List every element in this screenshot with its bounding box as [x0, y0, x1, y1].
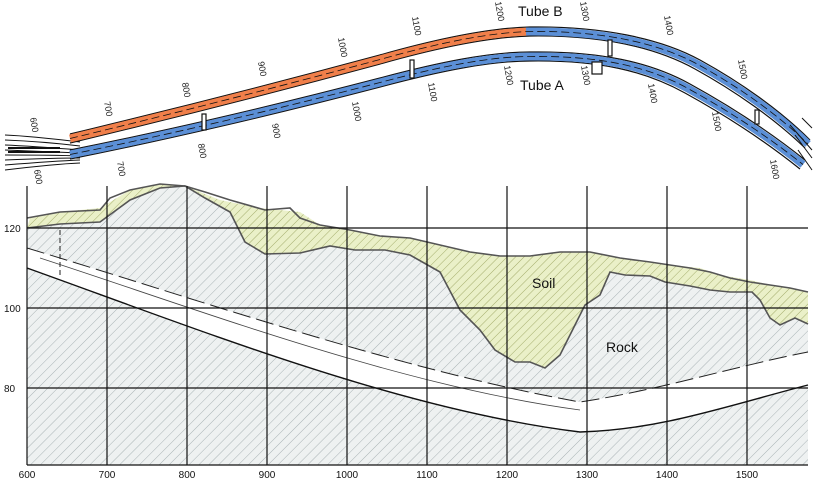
- y-tick-label-80: 80: [4, 384, 16, 395]
- plan-view: Tube B Tube A 600 700 800 900 1000 1100 …: [4, 1, 813, 186]
- tube-b-chainage-1200: 1200: [493, 1, 506, 22]
- tube-a-centerline: [69, 56, 804, 165]
- tube-a-chainage-1300: 1300: [579, 65, 592, 86]
- tunnel-cavity: [27, 248, 808, 432]
- profile-grid: [26, 186, 808, 466]
- x-tick-label-900: 900: [259, 470, 276, 480]
- x-tick-label-700: 700: [99, 470, 116, 480]
- tube-a-label: Tube A: [520, 77, 565, 93]
- tube-a-chainage-1100: 1100: [426, 82, 439, 103]
- x-tick-label-1300: 1300: [576, 470, 599, 480]
- y-axis-labels: 120 100 80: [4, 224, 21, 395]
- tube-b-blue-section: [525, 27, 811, 147]
- tube-a-outline-upper: [69, 51, 806, 161]
- x-tick-label-600: 600: [19, 470, 36, 480]
- tube-b-chainage-700: 700: [102, 101, 114, 118]
- tube-b-chainage-900: 900: [256, 61, 268, 78]
- tunnel-inner-line: [39, 257, 581, 411]
- tube-b-chainage-1400: 1400: [662, 15, 675, 36]
- tube-a-chainage-1600: 1600: [768, 159, 781, 180]
- x-tick-label-1000: 1000: [336, 470, 359, 480]
- y-tick-label-120: 120: [4, 224, 21, 235]
- x-axis-labels: 600 700 800 900 1000 1100 1200 1300 1400…: [19, 470, 759, 480]
- tube-b-chainage-labels: 600 700 800 900 1000 1100 1200 1300 1400…: [28, 1, 749, 134]
- tube-a-chainage-900: 900: [270, 123, 282, 140]
- exit-tracks: [789, 117, 813, 171]
- tube-b-outline-lower: [69, 35, 806, 149]
- tube-b: [69, 26, 811, 149]
- x-tick-label-1100: 1100: [416, 470, 438, 480]
- tube-b-label: Tube B: [518, 3, 563, 19]
- terrain-surface-line: [26, 183, 809, 293]
- tube-a-outline-lower: [69, 60, 801, 170]
- tube-b-chainage-800: 800: [180, 82, 192, 99]
- x-tick-label-1500: 1500: [736, 470, 759, 480]
- tube-b-chainage-1100: 1100: [410, 16, 423, 37]
- x-tick-label-1200: 1200: [496, 470, 519, 480]
- tube-a: [69, 51, 806, 170]
- tube-a-chainage-1500: 1500: [710, 111, 723, 132]
- tube-b-chainage-1300: 1300: [578, 1, 591, 22]
- tunnel-invert-line: [26, 267, 809, 433]
- tube-b-chainage-1500: 1500: [736, 59, 749, 80]
- rock-surface-line: [26, 185, 809, 369]
- tube-a-chainage-1000: 1000: [350, 101, 363, 122]
- rock-area: [27, 186, 808, 465]
- approach-tracks: [4, 134, 81, 171]
- tube-a-chainage-1200: 1200: [502, 65, 515, 86]
- y-tick-label-100: 100: [4, 304, 21, 315]
- tube-b-chainage-600: 600: [28, 117, 40, 134]
- rock-label: Rock: [606, 339, 639, 355]
- soil-label: Soil: [532, 275, 555, 291]
- x-tick-label-1400: 1400: [656, 470, 679, 480]
- tube-a-chainage-labels: 600 700 800 900 1000 1100 1200 1300 1400…: [32, 65, 781, 186]
- profile-view: Soil Rock 120 100 80 600 700 800 900 100…: [4, 183, 809, 480]
- x-tick-label-800: 800: [179, 470, 196, 480]
- tube-b-outline-upper: [69, 26, 811, 141]
- cross-passages: [201, 39, 760, 131]
- tube-a-chainage-700: 700: [115, 161, 127, 178]
- tube-a-chainage-600: 600: [32, 169, 44, 186]
- tube-a-chainage-1400: 1400: [646, 83, 659, 104]
- tube-a-chainage-800: 800: [196, 143, 208, 160]
- tube-b-chainage-1000: 1000: [336, 37, 349, 58]
- tube-b-centerline: [69, 31, 809, 145]
